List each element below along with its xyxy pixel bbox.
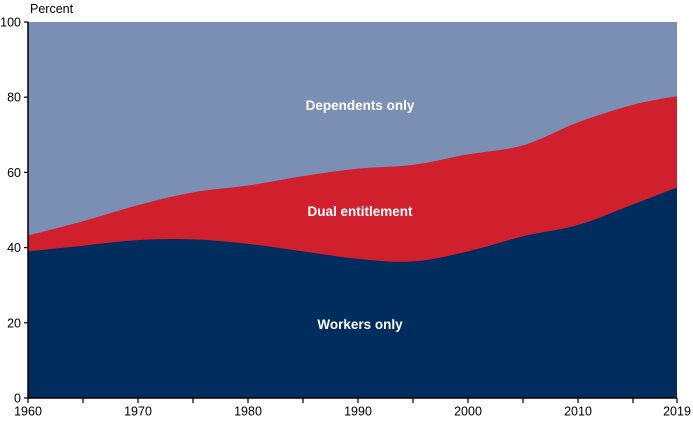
- area-label-dependents-only: Dependents only: [306, 98, 415, 113]
- y-tick-label-40: 40: [7, 241, 21, 255]
- area-labels-group: Workers only Dual entitlement Dependents o…: [306, 98, 415, 332]
- y-tick-label-60: 60: [7, 166, 21, 180]
- area-label-workers-only: Workers only: [317, 317, 403, 332]
- areas-group: [28, 22, 677, 398]
- x-tick-label-2000: 2000: [454, 405, 482, 419]
- x-tick-label-2019: 2019: [663, 405, 691, 419]
- y-tick-label-20: 20: [7, 316, 21, 330]
- area-workers-only: [28, 187, 677, 398]
- area-label-dual-entitlement: Dual entitlement: [307, 204, 413, 219]
- y-tick-label-0: 0: [14, 392, 21, 406]
- axes-group: 0 20 40 60 80 100 1960 1970 1980 1990 2000 2010 2019: [0, 16, 691, 419]
- y-tick-label-80: 80: [7, 91, 21, 105]
- y-axis-title: Percent: [30, 2, 74, 16]
- x-tick-label-1980: 1980: [234, 405, 262, 419]
- x-tick-label-1990: 1990: [344, 405, 372, 419]
- x-tick-label-1960: 1960: [14, 405, 42, 419]
- x-tick-label-1970: 1970: [124, 405, 152, 419]
- x-tick-label-2010: 2010: [564, 405, 592, 419]
- y-tick-label-100: 100: [0, 16, 21, 30]
